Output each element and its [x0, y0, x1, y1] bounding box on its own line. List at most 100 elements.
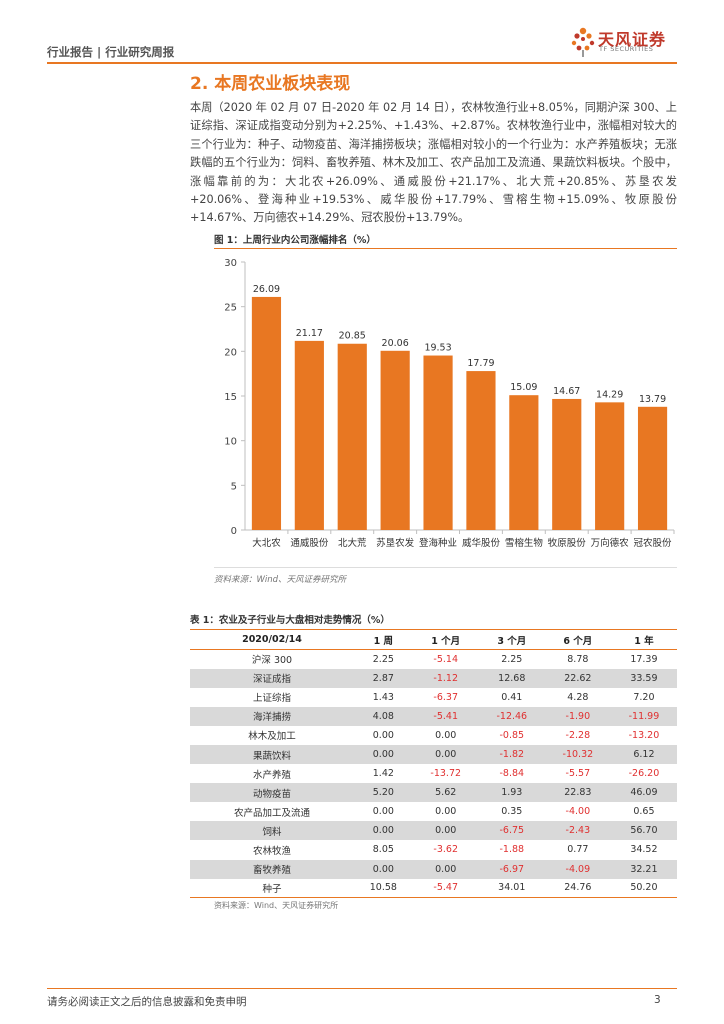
- table-row: 农林牧渔 8.05 -3.62 -1.88 0.77 34.52: [190, 840, 677, 859]
- table-row: 沪深 300 2.25 -5.14 2.25 8.78 17.39: [190, 650, 677, 669]
- bar-4: [380, 350, 410, 530]
- table-cell: 10.58: [354, 878, 413, 899]
- bar-2: [294, 340, 324, 530]
- bar-7: [509, 395, 539, 530]
- tf-securities-logo: 天风证券 TF SECURITIES: [568, 24, 683, 60]
- table-row: 畜牧养殖 0.00 0.00 -6.97 -4.09 32.21: [190, 859, 677, 879]
- table-cell: -4.00: [565, 806, 591, 818]
- table-cell: 2.87: [354, 668, 413, 688]
- table-row-label: 种子: [190, 878, 354, 899]
- table-row-label: 上证综指: [252, 693, 291, 705]
- y-tick-label: 20: [224, 347, 237, 358]
- table-cell: 50.20: [610, 878, 677, 899]
- table-cell: -1.12: [412, 668, 479, 688]
- table-row: 果蔬饮料 0.00 0.00 -1.82 -10.32 6.12: [190, 744, 677, 765]
- footer-disclaimer: 请务必阅读正文之后的信息披露和免责申明: [47, 996, 247, 1008]
- table-cell: -0.85: [499, 729, 525, 741]
- table-cell: -5.57: [565, 768, 591, 780]
- bar-value-label: 17.79: [467, 358, 494, 369]
- header-divider: [47, 62, 677, 64]
- table-row-label: 饲料: [190, 821, 354, 841]
- table-row: 上证综指 1.43 -6.37 0.41 4.28 7.20: [190, 688, 677, 707]
- table-row: 种子 10.58 -5.47 34.01 24.76 50.20: [190, 878, 677, 899]
- table-cell: 0.35: [501, 806, 523, 818]
- logo-english-name: TF SECURITIES: [599, 45, 654, 53]
- table-cell: 2.25: [501, 653, 523, 665]
- table-row-label: 海洋捕捞: [190, 706, 354, 726]
- table-cell: -5.47: [412, 878, 479, 899]
- table-cell: 1.42: [372, 768, 394, 780]
- flower-logo-icon: [571, 27, 595, 57]
- table-cell: 0.00: [412, 821, 479, 841]
- y-tick-label: 25: [224, 303, 237, 314]
- table-cell: 17.39: [630, 653, 658, 665]
- table-cell: -6.97: [478, 859, 545, 879]
- table-cell: -3.62: [433, 844, 459, 856]
- table-row: 动物疫苗 5.20 5.62 1.93 22.83 46.09: [190, 783, 677, 803]
- table-header-cell: 1 年: [610, 629, 677, 650]
- table-cell: 0.65: [633, 806, 655, 818]
- table-cell: 0.00: [372, 806, 394, 818]
- bar-1: [251, 296, 282, 530]
- bar-6: [466, 371, 496, 530]
- bar-value-label: 13.79: [639, 394, 666, 405]
- x-category-label: 万向德农: [591, 537, 630, 549]
- bar-9: [595, 402, 625, 530]
- table-row: 海洋捕捞 4.08 -5.41 -12.46 -1.90 -11.99: [190, 706, 677, 726]
- table-cell: 5.62: [412, 783, 479, 803]
- table-cell: 33.59: [610, 668, 677, 688]
- table-cell: -4.09: [544, 859, 611, 879]
- table-cell: -5.41: [412, 706, 479, 726]
- table-cell: 8.78: [567, 653, 589, 665]
- x-category-label: 威华股份: [462, 537, 501, 549]
- table-cell: -1.88: [499, 844, 525, 856]
- x-category-label: 冠农股份: [634, 537, 673, 549]
- table-cell: -1.90: [544, 706, 611, 726]
- table-cell: 34.52: [630, 844, 658, 856]
- figure-title-divider: [214, 248, 677, 249]
- bar-value-label: 14.67: [553, 386, 580, 397]
- x-category-label: 雪榕生物: [505, 537, 544, 549]
- table-row-label: 深证成指: [190, 668, 354, 688]
- table-cell: -13.20: [628, 729, 660, 741]
- table-row-label: 果蔬饮料: [190, 744, 354, 765]
- table-cell: -8.84: [499, 768, 525, 780]
- table-row-label: 动物疫苗: [190, 783, 354, 803]
- y-tick-label: 15: [224, 392, 237, 403]
- x-category-label: 牧原股份: [548, 537, 587, 549]
- table-row-label: 农林牧渔: [252, 845, 291, 857]
- table-cell: 4.28: [567, 691, 589, 703]
- report-type-header: 行业报告 | 行业研究周报: [47, 45, 175, 59]
- table-cell: 0.00: [435, 729, 457, 741]
- table-cell: 0.00: [412, 859, 479, 879]
- table-cell: 0.00: [354, 859, 413, 879]
- table-cell: 34.01: [478, 878, 545, 899]
- table-cell: -1.82: [478, 744, 545, 765]
- table-cell: 24.76: [544, 878, 611, 899]
- table-cell: 0.00: [435, 806, 457, 818]
- table-cell: 0.00: [354, 744, 413, 765]
- bar-value-label: 20.85: [339, 331, 366, 342]
- table-cell: 4.08: [354, 706, 413, 726]
- figure-title: 图 1：上周行业内公司涨幅排名（%）: [214, 235, 376, 246]
- table-title: 表 1：农业及子行业与大盘相对走势情况（%）: [190, 615, 390, 626]
- table-row-label: 畜牧养殖: [190, 859, 354, 879]
- table-cell: -12.46: [478, 706, 545, 726]
- figure-source-divider: [214, 567, 677, 568]
- table-cell: -13.72: [430, 768, 462, 780]
- table-cell: 0.00: [412, 744, 479, 765]
- x-category-label: 通威股份: [290, 537, 329, 549]
- table-header-cell: 6 个月: [544, 629, 611, 650]
- stock-gain-bar-chart: 0 5 10 15 20 25 30 26.09 大北农 21.17 通威股份 20.85 北大荒 20.…: [224, 258, 675, 549]
- logo-chinese-name: 天风证券: [598, 30, 667, 49]
- table-row: 林木及加工 0.00 0.00 -0.85 -2.28 -13.20: [190, 726, 677, 745]
- y-tick-label: 10: [224, 437, 237, 448]
- table-cell: 0.00: [354, 821, 413, 841]
- table-cell: 1.93: [478, 783, 545, 803]
- figure-source: 资料来源：Wind、天风证券研究所: [214, 575, 347, 585]
- summary-paragraph: 本周（2020 年 02 月 07 日-2020 年 02 月 14 日），农林…: [190, 101, 677, 225]
- bar-10: [637, 406, 668, 530]
- table-row: 农产品加工及流通 0.00 0.00 0.35 -4.00 0.65: [190, 802, 677, 821]
